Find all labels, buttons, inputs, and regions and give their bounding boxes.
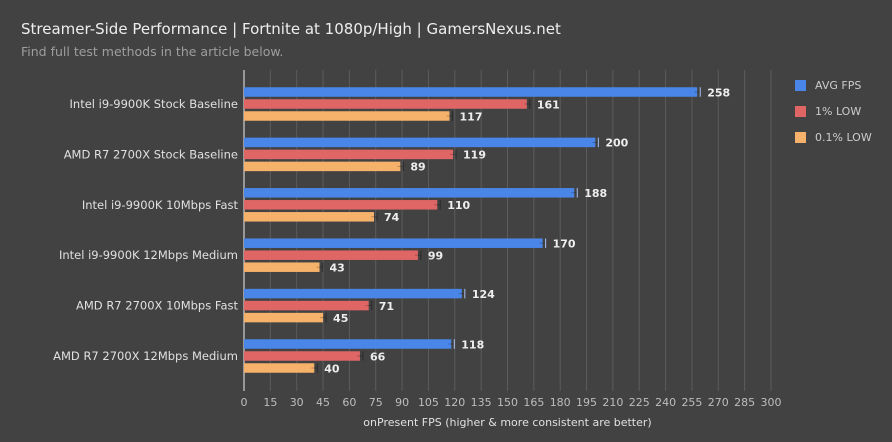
legend: AVG FPS 1% LOW 0.1% LOW bbox=[795, 72, 872, 150]
x-tick-label: 210 bbox=[602, 396, 623, 409]
x-tick-label: 270 bbox=[708, 396, 729, 409]
x-tick-label: 30 bbox=[290, 396, 304, 409]
data-label: 89 bbox=[410, 161, 425, 174]
legend-swatch bbox=[795, 79, 806, 91]
legend-item: 1% LOW bbox=[795, 98, 872, 124]
legend-label: AVG FPS bbox=[815, 78, 862, 92]
x-tick-label: 15 bbox=[263, 396, 277, 409]
category-label: AMD R7 2700X 10Mbps Fast bbox=[76, 299, 238, 313]
bar-0-1-low bbox=[244, 111, 450, 121]
bar-avg-fps bbox=[244, 238, 543, 248]
x-tick-label: 120 bbox=[444, 396, 465, 409]
data-label: 124 bbox=[472, 288, 495, 301]
x-tick-label: 60 bbox=[342, 396, 356, 409]
bar-0-1-low bbox=[244, 363, 315, 373]
x-tick-label: 165 bbox=[523, 396, 544, 409]
data-label: 188 bbox=[584, 187, 607, 200]
legend-swatch bbox=[795, 131, 806, 143]
bar-avg-fps bbox=[244, 188, 575, 198]
data-label: 66 bbox=[370, 350, 386, 363]
x-tick-label: 135 bbox=[471, 396, 492, 409]
bar-1-low bbox=[244, 300, 369, 311]
bar-avg-fps bbox=[244, 137, 596, 148]
x-tick-label: 180 bbox=[550, 396, 571, 409]
bar-1-low bbox=[244, 250, 418, 260]
category-label: Intel i9-9900K Stock Baseline bbox=[70, 97, 238, 111]
chart-subtitle: Find full test methods in the article be… bbox=[21, 44, 284, 59]
bar-avg-fps bbox=[244, 87, 698, 97]
category-label: Intel i9-9900K 12Mbps Medium bbox=[59, 248, 238, 262]
x-tick-label: 0 bbox=[241, 396, 248, 409]
legend-label: 0.1% LOW bbox=[815, 130, 872, 144]
legend-swatch bbox=[795, 105, 806, 117]
bar-1-low bbox=[244, 351, 360, 361]
x-tick-label: 45 bbox=[316, 396, 330, 409]
data-label: 118 bbox=[461, 338, 484, 351]
data-label: 43 bbox=[330, 261, 345, 274]
bar-avg-fps bbox=[244, 339, 452, 349]
category-label: AMD R7 2700X 12Mbps Medium bbox=[53, 349, 238, 363]
x-tick-label: 300 bbox=[761, 396, 782, 409]
bar-1-low bbox=[244, 99, 527, 109]
data-label: 161 bbox=[537, 98, 560, 111]
x-tick-label: 195 bbox=[576, 396, 597, 409]
x-tick-label: 240 bbox=[655, 396, 676, 409]
legend-label: 1% LOW bbox=[815, 104, 862, 118]
x-tick-label: 105 bbox=[418, 396, 439, 409]
data-label: 110 bbox=[447, 199, 470, 212]
x-tick-label: 225 bbox=[629, 396, 650, 409]
data-label: 258 bbox=[707, 86, 730, 99]
legend-item: 0.1% LOW bbox=[795, 124, 872, 150]
data-label: 99 bbox=[428, 249, 443, 262]
x-tick-label: 150 bbox=[497, 396, 518, 409]
data-label: 74 bbox=[384, 211, 400, 224]
x-tick-label: 255 bbox=[681, 396, 702, 409]
x-tick-label: 90 bbox=[395, 396, 409, 409]
data-label: 117 bbox=[460, 110, 483, 123]
x-tick-label: 75 bbox=[369, 396, 383, 409]
chart-title: Streamer-Side Performance | Fortnite at … bbox=[21, 20, 561, 38]
data-label: 170 bbox=[553, 237, 576, 250]
x-tick-label: 285 bbox=[734, 396, 755, 409]
category-label: AMD R7 2700X Stock Baseline bbox=[64, 147, 238, 161]
category-label: Intel i9-9900K 10Mbps Fast bbox=[82, 198, 239, 212]
bar-avg-fps bbox=[244, 288, 462, 299]
data-label: 71 bbox=[379, 300, 394, 313]
bar-1-low bbox=[244, 149, 454, 160]
data-label: 119 bbox=[463, 149, 486, 162]
data-label: 45 bbox=[333, 312, 348, 325]
bar-0-1-low bbox=[244, 212, 374, 222]
legend-item: AVG FPS bbox=[795, 72, 872, 98]
x-axis-title: onPresent FPS (higher & more consistent … bbox=[363, 416, 651, 429]
bar-0-1-low bbox=[244, 161, 401, 172]
data-label: 40 bbox=[324, 362, 340, 375]
bar-0-1-low bbox=[244, 262, 320, 272]
bar-1-low bbox=[244, 200, 438, 210]
data-label: 200 bbox=[605, 137, 628, 150]
bar-0-1-low bbox=[244, 312, 324, 323]
